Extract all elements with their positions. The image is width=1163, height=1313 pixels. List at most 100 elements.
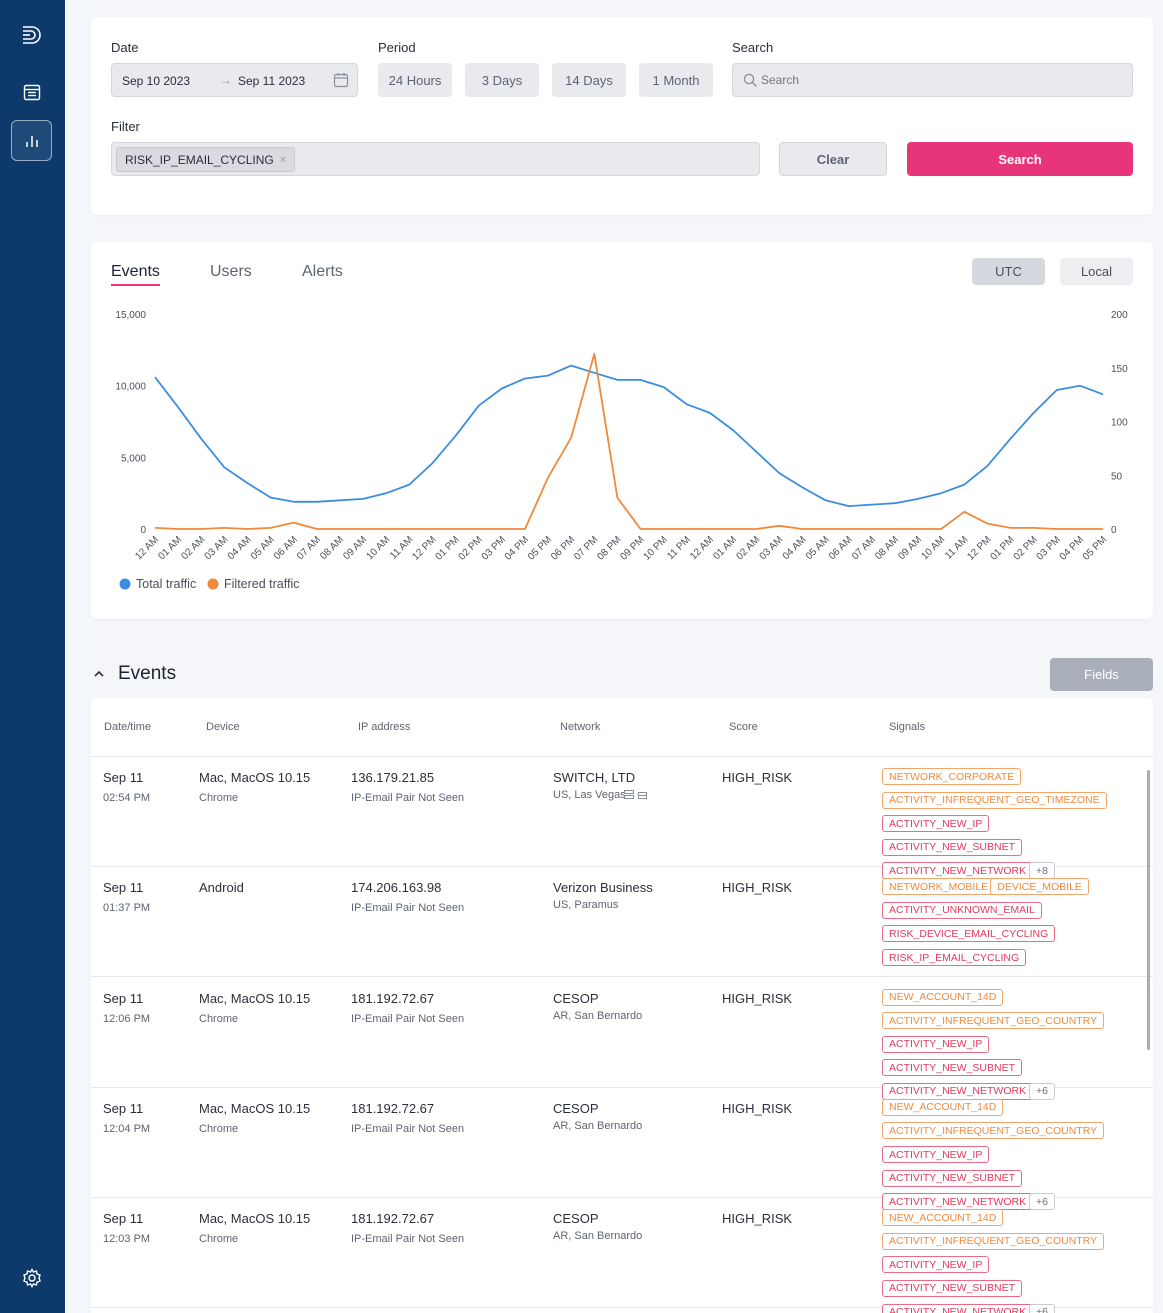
- filter-input[interactable]: RISK_IP_EMAIL_CYCLING ×: [111, 142, 760, 176]
- x-tick: 02 PM: [1012, 534, 1040, 562]
- event-ip-note: IP-Email Pair Not Seen: [351, 792, 465, 804]
- period-24-hours-button[interactable]: 24 Hours: [378, 63, 452, 97]
- y-left-tick: 0: [140, 525, 146, 536]
- chip-remove-icon[interactable]: ×: [279, 153, 287, 166]
- sidebar: [0, 0, 65, 1313]
- x-tick: 05 PM: [1081, 534, 1109, 562]
- signal-tag: RISK_IP_EMAIL_CYCLING: [882, 949, 1027, 967]
- date-from[interactable]: Sep 10 2023: [122, 74, 191, 88]
- tab-users[interactable]: Users: [210, 263, 252, 280]
- event-ip-note: IP-Email Pair Not Seen: [351, 1122, 465, 1135]
- tab-alerts[interactable]: Alerts: [302, 263, 343, 280]
- table-row[interactable]: Sep 11 12:04 PM Mac, MacOS 10.15 Chrome 181.…: [91, 1088, 1153, 1211]
- tab-events[interactable]: Events: [111, 263, 160, 280]
- x-tick: 01 AM: [711, 534, 739, 562]
- filter-chip[interactable]: RISK_IP_EMAIL_CYCLING ×: [116, 147, 296, 172]
- calendar-nav-icon[interactable]: [11, 71, 52, 112]
- legend-marker: [207, 578, 219, 590]
- signal-tag: ACTIVITY_NEW_SUBNET: [882, 1279, 1023, 1297]
- x-tick: 03 AM: [758, 534, 786, 562]
- x-tick: 02 PM: [457, 534, 485, 562]
- fields-button[interactable]: Fields: [1050, 658, 1153, 691]
- calendar-icon[interactable]: [333, 72, 349, 93]
- x-tick: 01 PM: [433, 534, 461, 562]
- x-tick: 07 AM: [850, 534, 878, 562]
- signal-tag: RISK_DEVICE_EMAIL_CYCLING: [882, 925, 1056, 943]
- x-tick: 05 AM: [804, 534, 832, 562]
- settings-gear-icon[interactable]: [11, 1257, 52, 1298]
- clear-button[interactable]: Clear: [779, 142, 887, 176]
- date-range-picker[interactable]: Sep 10 2023 → Sep 11 2023: [111, 63, 358, 97]
- event-location: US, Las Vegas: [553, 789, 626, 801]
- search-label: Search: [732, 40, 774, 55]
- event-date: Sep 11: [103, 990, 144, 1006]
- event-location: AR, San Bernardo: [553, 1230, 643, 1243]
- header-ip-address[interactable]: IP address: [358, 721, 411, 733]
- y-right-tick: 0: [1111, 525, 1117, 536]
- analytics-nav-icon[interactable]: [11, 120, 52, 161]
- x-tick: 04 PM: [503, 534, 531, 562]
- local-toggle[interactable]: Local: [1060, 258, 1133, 285]
- table-row[interactable]: Sep 11 02:54 PM Mac, MacOS 10.15 Chrome 136.…: [91, 757, 1153, 880]
- search-button[interactable]: Search: [907, 142, 1133, 176]
- x-tick: 06 PM: [549, 534, 577, 562]
- series-line-filtered-traffic: [154, 352, 1103, 530]
- signal-tag: ACTIVITY_NEW_SUBNET: [882, 838, 1023, 856]
- search-input[interactable]: [761, 71, 1121, 89]
- event-date: Sep 11: [103, 1100, 144, 1116]
- x-tick: 06 AM: [272, 534, 300, 562]
- event-device: Mac, MacOS 10.15: [199, 1211, 311, 1227]
- search-field[interactable]: [732, 63, 1133, 97]
- header-score[interactable]: Score: [729, 721, 758, 733]
- collapse-chevron-up-icon[interactable]: [92, 667, 106, 686]
- x-tick: 08 PM: [595, 534, 623, 562]
- header-network[interactable]: Network: [560, 721, 601, 733]
- period-1-month-button[interactable]: 1 Month: [639, 63, 713, 97]
- signal-tag: NEW_ACCOUNT_14D: [882, 1098, 1004, 1116]
- date-label: Date: [111, 40, 139, 55]
- event-date: Sep 11: [103, 1211, 144, 1227]
- x-tick: 01 AM: [156, 534, 184, 562]
- logo-icon[interactable]: [11, 14, 52, 55]
- x-tick: 04 AM: [781, 534, 809, 562]
- filter-label: Filter: [111, 119, 140, 134]
- x-tick: 07 PM: [572, 534, 600, 562]
- event-ip-address: 174.206.163.98: [351, 880, 442, 896]
- more-signals-badge[interactable]: +6: [1029, 1193, 1055, 1211]
- date-to[interactable]: Sep 11 2023: [238, 74, 306, 88]
- active-tab-indicator: [111, 284, 160, 286]
- signal-tag: ACTIVITY_INFREQUENT_GEO_TIMEZONE: [882, 791, 1107, 809]
- header-signals[interactable]: Signals: [889, 721, 926, 733]
- event-browser: Chrome: [199, 1012, 239, 1025]
- x-tick: 07 AM: [295, 534, 323, 562]
- x-tick: 08 AM: [318, 534, 346, 562]
- period-14-days-button[interactable]: 14 Days: [552, 63, 626, 97]
- header-datetime[interactable]: Date/time: [104, 721, 152, 733]
- y-left-tick: 10,000: [115, 382, 146, 393]
- x-tick: 11 AM: [388, 534, 415, 561]
- event-location: US, Paramus: [553, 899, 619, 912]
- signal-tag: NEW_ACCOUNT_14D: [882, 988, 1004, 1006]
- table-scrollbar[interactable]: [1147, 770, 1150, 1050]
- period-label: Period: [378, 40, 416, 55]
- signal-tag: ACTIVITY_NEW_IP: [882, 1035, 990, 1053]
- signal-tag: ACTIVITY_NEW_SUBNET: [882, 1059, 1023, 1077]
- event-device: Mac, MacOS 10.15: [199, 770, 311, 785]
- more-signals-badge[interactable]: +6: [1029, 1082, 1055, 1100]
- event-network: SWITCH, LTD: [553, 770, 636, 785]
- header-device[interactable]: Device: [206, 721, 240, 733]
- event-ip-address: 181.192.72.67: [351, 1100, 435, 1116]
- x-tick: 10 PM: [642, 534, 670, 562]
- more-signals-badge[interactable]: +6: [1029, 1303, 1055, 1313]
- event-time: 12:06 PM: [103, 1012, 151, 1025]
- event-score: HIGH_RISK: [722, 990, 793, 1006]
- table-row[interactable]: Sep 11 12:03 PM Mac, MacOS 10.15 Chrome 181.…: [91, 1198, 1153, 1313]
- signal-tag: ACTIVITY_INFREQUENT_GEO_COUNTRY: [882, 1122, 1105, 1140]
- period-3-days-button[interactable]: 3 Days: [465, 63, 539, 97]
- event-network: CESOP: [553, 1100, 599, 1116]
- utc-toggle[interactable]: UTC: [972, 258, 1045, 285]
- x-tick: 04 AM: [226, 534, 254, 562]
- table-row[interactable]: Sep 11 01:37 PM Android 174.206.163.98 IP-Em…: [91, 867, 1153, 978]
- table-row[interactable]: Sep 11 12:06 PM Mac, MacOS 10.15 Chrome 181.…: [91, 978, 1153, 1100]
